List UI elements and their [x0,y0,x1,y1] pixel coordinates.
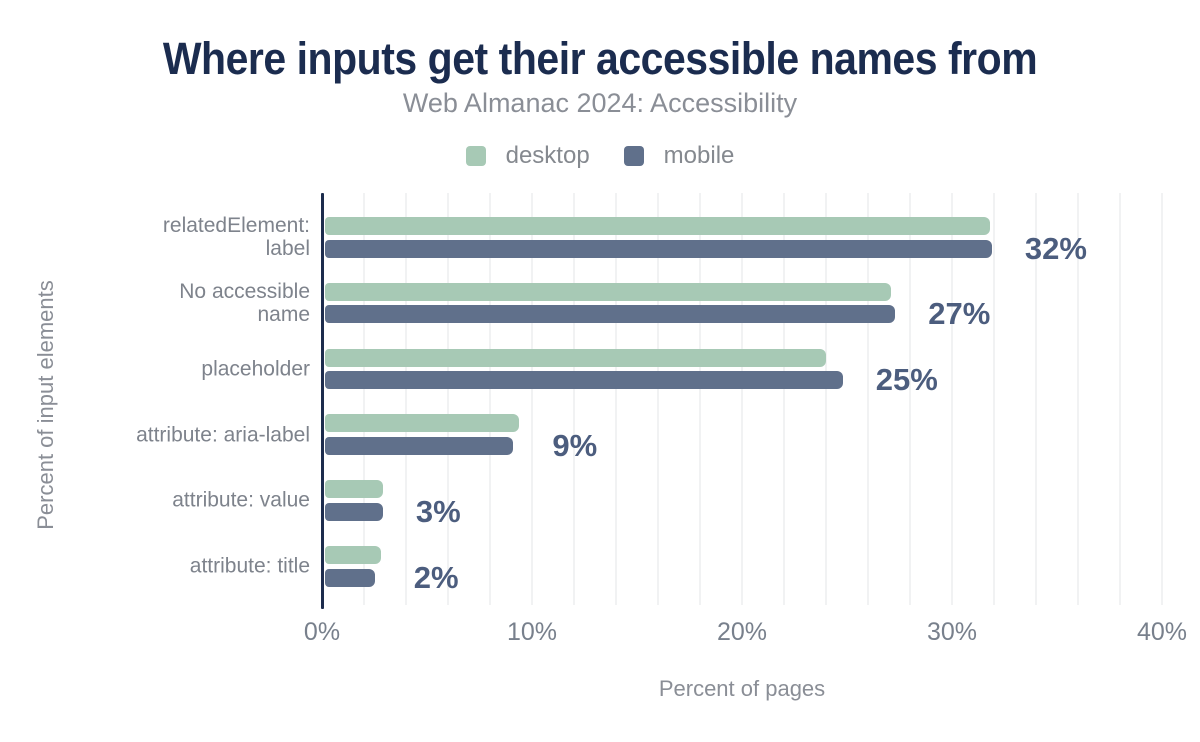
category-label-line: attribute: aria-label [136,423,310,447]
category-label-5: attribute: title [0,555,310,578]
desktop-swatch-icon [465,146,486,166]
x-axis-title: Percent of pages [658,676,826,701]
bar-mobile-3 [325,436,514,455]
gridline-6pct [447,193,449,605]
category-label-line: attribute: title [189,554,310,578]
gridline-4pct [405,193,407,605]
value-label-4: 3% [415,493,461,529]
category-label-1: No accessible name [0,280,310,326]
chart-subtitle: Web Almanac 2024: Accessibility [402,88,798,118]
gridline-14pct [615,193,617,605]
category-label-4: attribute: value [0,489,310,512]
gridline-12pct [573,193,575,605]
gridline-38pct [1119,193,1121,605]
legend-label: mobile [663,142,735,169]
bar-mobile-5 [325,568,375,587]
category-label-line: placeholder [201,357,310,381]
gridline-16pct [657,193,659,605]
gridline-10pct [531,193,533,605]
bar-desktop-2 [325,348,826,367]
bar-mobile-1 [325,305,896,324]
gridline-36pct [1077,193,1079,605]
y-axis-title: Percent of input elements [33,280,58,530]
x-tick-20pct: 20% [716,618,768,646]
value-label-3: 9% [552,427,598,463]
gridline-34pct [1035,193,1037,605]
legend: desktop mobile [0,142,1200,170]
category-label-line: name [257,303,310,327]
mobile-swatch-icon [623,146,644,166]
y-axis-line [321,193,324,609]
gridline-18pct [699,193,701,605]
legend-item-mobile[interactable]: mobile [623,142,735,170]
category-label-line: relatedElement: [162,214,310,238]
x-tick-40pct: 40% [1136,618,1188,646]
bar-desktop-3 [325,414,520,433]
gridline-32pct [993,193,995,605]
x-tick-30pct: 30% [926,618,978,646]
chart-title: Where inputs get their accessible names … [162,33,1038,84]
legend-label: desktop [505,142,590,169]
bar-mobile-4 [325,502,383,521]
gridline-40pct [1161,193,1163,605]
gridline-20pct [741,193,743,605]
category-label-2: placeholder [0,357,310,380]
bar-desktop-0 [325,217,990,235]
category-label-line: label [265,237,310,261]
legend-item-desktop[interactable]: desktop [465,142,590,170]
gridline-8pct [489,193,491,605]
gridline-28pct [909,193,911,605]
gridline-22pct [783,193,785,605]
gridline-30pct [951,193,953,605]
category-label-line: attribute: value [172,488,310,512]
value-label-2: 25% [875,362,938,398]
category-label-3: attribute: aria-label [0,423,310,446]
category-label-0: relatedElement: label [0,214,310,260]
gridline-26pct [867,193,869,605]
value-label-5: 2% [413,559,459,595]
bar-mobile-2 [325,371,843,390]
value-label-0: 32% [1024,230,1087,266]
bar-mobile-0 [325,239,992,258]
x-tick-10pct: 10% [506,618,558,646]
gridline-24pct [825,193,827,605]
gridline-2pct [363,193,365,605]
bar-desktop-1 [325,282,892,301]
x-tick-0pct: 0% [303,618,341,646]
bar-desktop-5 [325,546,381,564]
category-label-line: No accessible [179,280,310,304]
value-label-1: 27% [928,296,991,332]
bar-desktop-4 [325,480,383,499]
